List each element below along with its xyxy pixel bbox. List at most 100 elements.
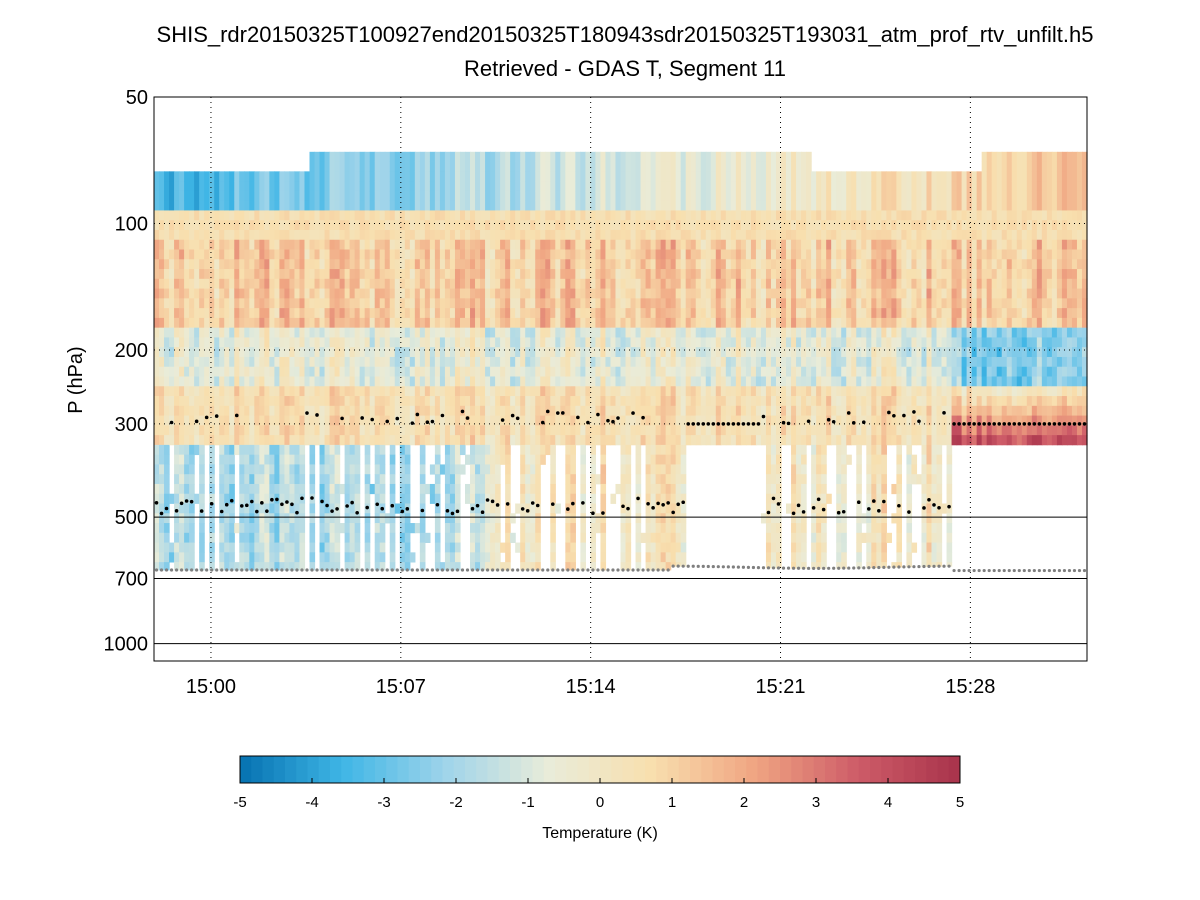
heatmap-cell [776, 444, 782, 456]
heatmap-cell [630, 181, 637, 192]
heatmap-cell [770, 435, 777, 446]
heatmap-cell [269, 308, 275, 319]
heatmap-cell [550, 415, 556, 426]
heatmap-cell [304, 259, 311, 270]
heatmap-cell [786, 317, 792, 329]
heatmap-cell [319, 278, 326, 289]
heatmap-cell [705, 181, 712, 192]
heatmap-cell [500, 229, 506, 241]
heatmap-cell [269, 386, 275, 397]
heatmap-cell [459, 229, 466, 241]
heatmap-cell [389, 425, 396, 436]
heatmap-cell [590, 200, 597, 211]
heatmap-cell [344, 239, 351, 250]
heatmap-cell [680, 288, 687, 299]
heatmap-cell [575, 288, 581, 299]
heatmap-cell [570, 317, 576, 329]
heatmap-cell [334, 552, 341, 563]
heatmap-cell [224, 317, 230, 329]
heatmap-cell [364, 190, 371, 202]
heatmap-cell [214, 386, 220, 397]
heatmap-cell [234, 435, 240, 446]
heatmap-cell [369, 386, 376, 397]
heatmap-cell [424, 483, 431, 495]
heatmap-cell [690, 200, 697, 211]
heatmap-cell [449, 171, 456, 182]
heatmap-cell [184, 200, 190, 211]
heatmap-cell [640, 161, 647, 172]
heatmap-cell [264, 288, 270, 299]
heatmap-cell [635, 269, 642, 280]
heatmap-cell [399, 298, 406, 309]
heatmap-cell [735, 229, 742, 241]
heatmap-cell [505, 210, 511, 221]
heatmap-cell [404, 513, 411, 524]
heatmap-cell [655, 493, 662, 504]
heatmap-cell [444, 161, 451, 172]
heatmap-cell [685, 259, 692, 270]
heatmap-cell [715, 151, 722, 162]
heatmap-cell [229, 386, 235, 397]
heatmap-cell [585, 239, 592, 250]
heatmap-cell [475, 220, 481, 231]
heatmap-cell [369, 327, 376, 338]
heatmap-cell [475, 327, 481, 338]
heatmap-cell [289, 317, 296, 329]
heatmap-cell [304, 288, 311, 299]
heatmap-cell [254, 239, 260, 250]
heatmap-cell [770, 454, 777, 465]
heatmap-cell [209, 171, 215, 182]
heatmap-cell [525, 337, 531, 348]
heatmap-cell [234, 523, 240, 534]
heatmap-cell [364, 366, 371, 377]
heatmap-cell [459, 396, 466, 407]
heatmap-cell [655, 454, 662, 465]
heatmap-cell [495, 444, 501, 456]
heatmap-cell [735, 308, 742, 319]
heatmap-cell [189, 552, 195, 563]
heatmap-cell [490, 298, 496, 309]
heatmap-cell [625, 454, 632, 465]
heatmap-cell [530, 249, 536, 260]
heatmap-cell [580, 200, 586, 211]
heatmap-cell [770, 503, 777, 514]
heatmap-cell [765, 366, 772, 377]
heatmap-cell [765, 269, 772, 280]
heatmap-cell [374, 425, 381, 436]
heatmap-cell [379, 454, 386, 465]
heatmap-cell [364, 200, 371, 211]
heatmap-cell [816, 386, 822, 397]
heatmap-cell [791, 269, 797, 280]
heatmap-cell [374, 366, 381, 377]
heatmap-cell [164, 523, 170, 534]
heatmap-cell [244, 308, 250, 319]
heatmap-cell [610, 269, 617, 280]
heatmap-cell [409, 356, 416, 368]
heatmap-cell [580, 181, 586, 192]
heatmap-cell [535, 337, 541, 348]
heatmap-cell [645, 483, 652, 495]
heatmap-cell [670, 161, 677, 172]
heatmap-cell [384, 288, 391, 299]
heatmap-cell [540, 386, 546, 397]
heatmap-cell [254, 308, 260, 319]
heatmap-cell [525, 523, 531, 534]
heatmap-cell [444, 532, 451, 543]
heatmap-cell [615, 317, 622, 329]
heatmap-cell [665, 386, 672, 397]
heatmap-cell [429, 220, 436, 231]
heatmap-cell [184, 464, 190, 475]
heatmap-cell [520, 532, 526, 543]
heatmap-cell [690, 356, 697, 368]
heatmap-cell [670, 210, 677, 221]
heatmap-cell [806, 347, 812, 358]
heatmap-cell [550, 308, 556, 319]
heatmap-cell [339, 151, 346, 162]
heatmap-cell [409, 376, 416, 387]
heatmap-cell [580, 386, 586, 397]
heatmap-cell [154, 405, 160, 416]
heatmap-cell [515, 298, 521, 309]
heatmap-cell [645, 503, 652, 514]
heatmap-cell [319, 542, 326, 553]
heatmap-cell [505, 405, 511, 416]
